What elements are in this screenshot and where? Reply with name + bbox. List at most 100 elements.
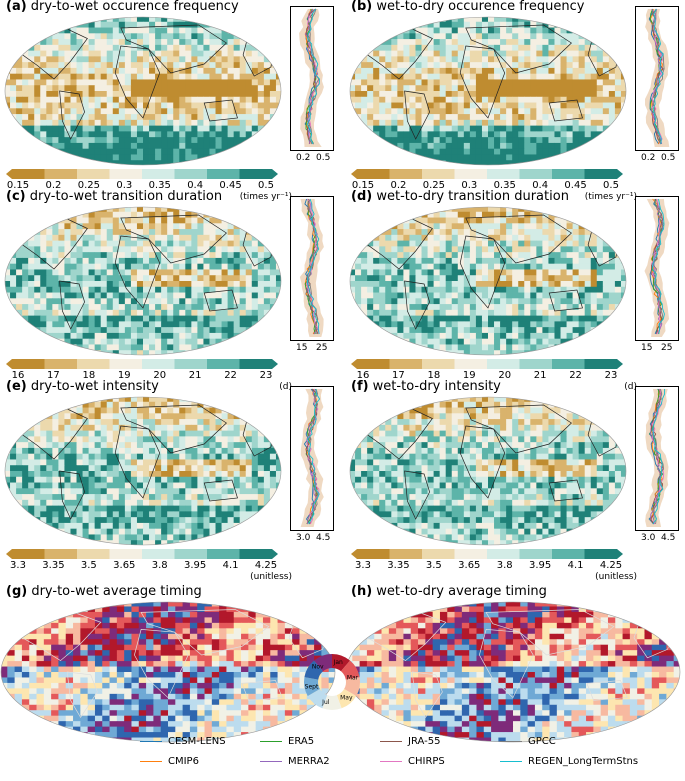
zonal-series-REGEN_LongTermStns: [652, 389, 666, 525]
zonal-series-REGEN_LongTermStns: [652, 8, 664, 145]
panel-title-text: wet-to-dry occurence frequency: [372, 0, 585, 14]
coastline-1: [59, 90, 85, 140]
zonal-mean-c: [290, 196, 334, 341]
coastline-1: [404, 470, 430, 520]
panel-letter: (g): [6, 584, 28, 599]
colorbar-unit: (times yr⁻¹): [239, 192, 292, 202]
colorbar-tick: 0.25: [77, 180, 100, 191]
zonal-plot-d: [644, 198, 670, 337]
map-e: [4, 396, 282, 546]
legend-item: CESM-LENS: [140, 736, 226, 747]
legend-swatch: [500, 761, 522, 762]
panel-letter: (e): [6, 379, 27, 394]
colorbar-c: [6, 359, 278, 369]
zonal-tick: 4.5: [316, 533, 331, 543]
colorbar-tick: 23: [259, 370, 273, 381]
colorbar-tick: 19: [462, 370, 476, 381]
coastline-1: [59, 470, 85, 520]
colorbar-tick: 0.45: [219, 180, 242, 191]
legend: CESM-LENS CMIP6 ERA5 MERRA2 JRA-55 CHIRPS GPCC…: [140, 734, 638, 778]
panel-title-text: dry-to-wet transition duration: [25, 189, 223, 204]
zonal-series-JRA-55: [651, 8, 664, 145]
colorbar-tick: 0.15: [6, 180, 30, 191]
legend-item: ERA5: [260, 736, 314, 747]
colorbar-tick: 0.35: [493, 180, 516, 191]
colorbar-tick: 3.5: [80, 560, 97, 571]
map-b: [349, 16, 627, 166]
coastline-0: [17, 407, 88, 460]
colorbar-tick: 3.65: [113, 560, 136, 571]
map-d: [349, 206, 627, 356]
panel-title-text: dry-to-wet average timing: [27, 584, 202, 599]
zonal-tick: 15: [641, 343, 653, 353]
colorbar-tick: 16: [11, 370, 25, 381]
zonal-tick: 3.0: [296, 533, 311, 543]
colorbar-f: [351, 549, 623, 559]
panel-title-c: (c) dry-to-wet transition duration: [6, 189, 222, 204]
coastline-3: [120, 214, 227, 264]
zonal-tick: 0.2: [641, 153, 656, 163]
legend-swatch: [140, 741, 162, 742]
panel-title-text: wet-to-dry transition duration: [372, 189, 569, 204]
legend-label: ERA5: [288, 736, 315, 747]
legend-label: MERRA2: [288, 756, 330, 767]
colorbar-tick: 23: [604, 370, 618, 381]
legend-item: REGEN_LongTermStns: [500, 756, 638, 767]
zonal-tick: 0.5: [661, 153, 676, 163]
legend-swatch: [260, 741, 282, 742]
map-c: [4, 206, 282, 356]
coastline-4: [548, 99, 583, 122]
season-label: Nov: [312, 664, 324, 671]
panel-title-text: dry-to-wet intensity: [26, 379, 159, 394]
coastline-0: [362, 407, 433, 460]
colorbar-tick: 3.5: [425, 560, 442, 571]
coastline-0: [16, 612, 102, 662]
coastline-3: [120, 24, 227, 74]
colorbar-tick: 17: [47, 370, 60, 381]
coastline-1: [404, 280, 430, 330]
colorbar-tick: 19: [117, 370, 131, 381]
coastline-4: [203, 289, 238, 312]
season-label: Mar: [347, 674, 359, 681]
zonal-mean-e: [290, 386, 334, 531]
colorbar-a: [6, 169, 278, 179]
zonal-series-CHIRPS: [651, 388, 665, 525]
colorbar-tick: 0.25: [422, 180, 445, 191]
coastline-0: [362, 217, 433, 270]
legend-label: CMIP6: [168, 756, 199, 767]
legend-label: GPCC: [528, 736, 556, 747]
colorbar-tick: 0.2: [390, 180, 407, 191]
season-label: May: [340, 694, 353, 701]
zonal-mean-d: [635, 196, 679, 341]
panel-title-h: (h) wet-to-dry average timing: [351, 584, 547, 599]
coastline-4: [241, 680, 283, 701]
zonal-mean-b: [635, 6, 679, 151]
panel-letter: (a): [6, 0, 27, 14]
colorbar-tick: 4.1: [567, 560, 584, 571]
zonal-tick: 0.5: [316, 153, 331, 163]
panel-title-text: dry-to-wet occurence frequency: [26, 0, 239, 14]
zonal-plot-b: [645, 8, 670, 147]
season-label: Sept: [305, 684, 319, 691]
zonal-tick: 3.0: [641, 533, 656, 543]
legend-swatch: [500, 741, 522, 742]
legend-item: GPCC: [500, 736, 556, 747]
zonal-tick: 25: [661, 343, 673, 353]
legend-item: MERRA2: [260, 756, 330, 767]
colorbar-tick: 0.3: [461, 180, 478, 191]
map-h: [345, 601, 681, 743]
coastline-1: [411, 671, 443, 719]
legend-label: CESM-LENS: [168, 736, 226, 747]
zonal-mean-f: [635, 386, 679, 531]
colorbar-tick: 22: [569, 370, 582, 381]
zonal-tick: 15: [296, 343, 308, 353]
zonal-series-CHIRPS: [650, 198, 662, 335]
season-label: Jan: [333, 659, 343, 666]
panel-letter: (d): [351, 189, 373, 204]
coastline-3: [120, 404, 227, 454]
colorbar-tick: 4.25: [254, 560, 278, 571]
zonal-mean-a: [290, 6, 334, 151]
colorbar-tick: 21: [188, 370, 202, 381]
colorbar-tick: 0.4: [187, 180, 204, 191]
coastline-1: [66, 671, 98, 719]
